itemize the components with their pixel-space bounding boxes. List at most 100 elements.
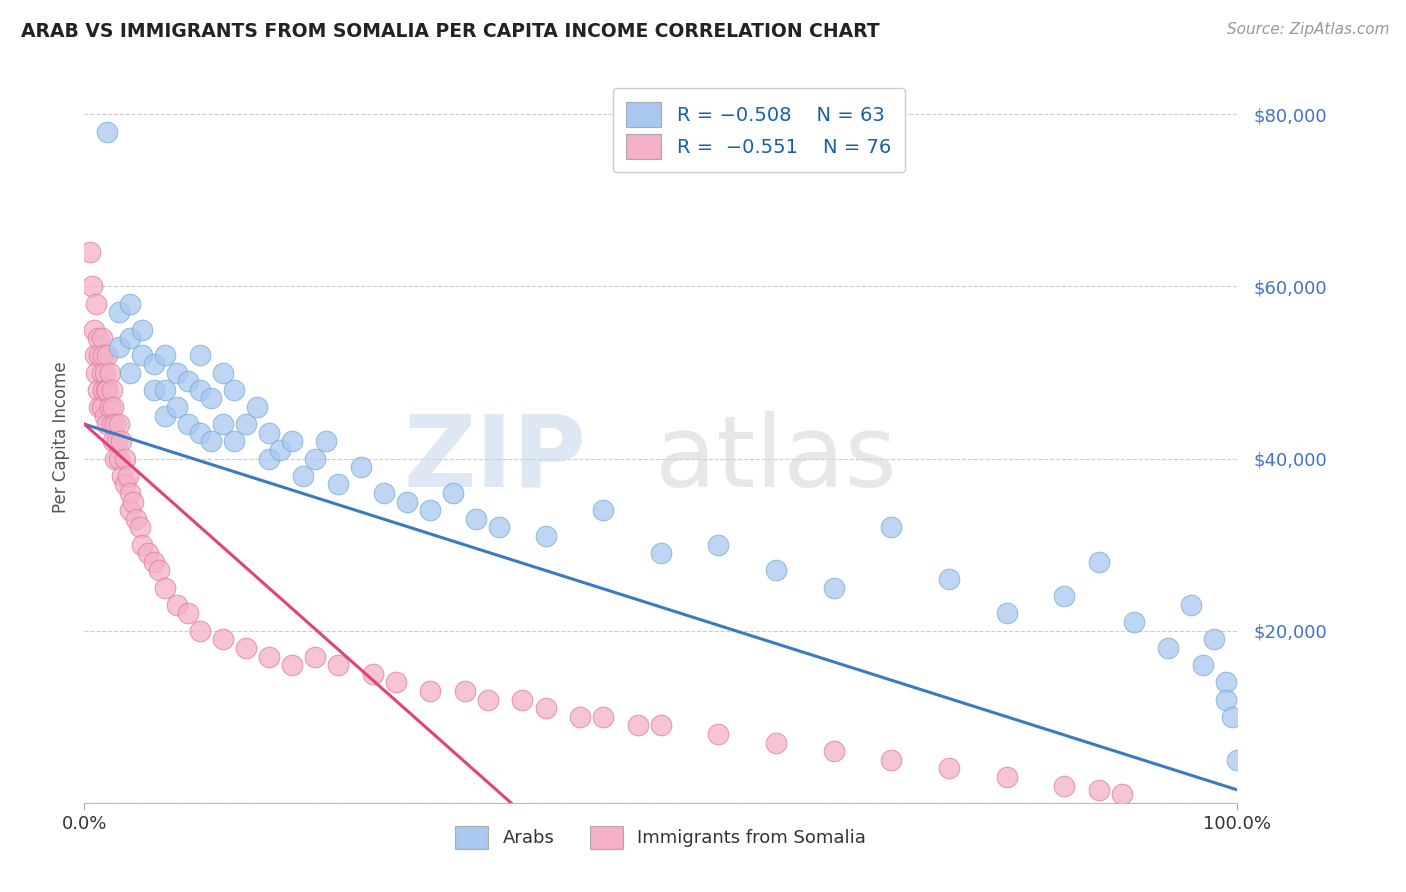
Point bbox=[142, 383, 165, 397]
Point bbox=[823, 744, 845, 758]
Point bbox=[91, 383, 114, 397]
Point bbox=[569, 710, 592, 724]
Point bbox=[304, 649, 326, 664]
Point bbox=[120, 366, 142, 380]
Point bbox=[281, 658, 304, 673]
Point bbox=[938, 761, 960, 775]
Point bbox=[1226, 753, 1249, 767]
Point bbox=[111, 468, 134, 483]
Point bbox=[166, 366, 188, 380]
Point bbox=[108, 340, 131, 354]
Text: Source: ZipAtlas.com: Source: ZipAtlas.com bbox=[1226, 22, 1389, 37]
Point bbox=[224, 434, 246, 449]
Point bbox=[108, 305, 131, 319]
Point bbox=[117, 468, 139, 483]
Point bbox=[477, 692, 499, 706]
Point bbox=[96, 348, 118, 362]
Point bbox=[1215, 692, 1237, 706]
Point bbox=[235, 640, 257, 655]
Point bbox=[128, 520, 150, 534]
Point bbox=[98, 366, 121, 380]
Point bbox=[166, 598, 188, 612]
Text: ARAB VS IMMIGRANTS FROM SOMALIA PER CAPITA INCOME CORRELATION CHART: ARAB VS IMMIGRANTS FROM SOMALIA PER CAPI… bbox=[21, 22, 880, 41]
Point bbox=[148, 564, 170, 578]
Point bbox=[96, 383, 118, 397]
Point bbox=[79, 245, 101, 260]
Y-axis label: Per Capita Income: Per Capita Income bbox=[52, 361, 70, 513]
Point bbox=[103, 434, 124, 449]
Point bbox=[104, 451, 127, 466]
Point bbox=[454, 684, 477, 698]
Point bbox=[246, 400, 269, 414]
Point bbox=[304, 451, 326, 466]
Point bbox=[269, 442, 291, 457]
Point bbox=[90, 400, 112, 414]
Point bbox=[1111, 787, 1133, 801]
Point bbox=[488, 520, 510, 534]
Point bbox=[1180, 598, 1202, 612]
Point bbox=[1204, 632, 1226, 647]
Point bbox=[108, 417, 131, 432]
Point bbox=[211, 366, 233, 380]
Point bbox=[315, 434, 337, 449]
Point bbox=[94, 366, 117, 380]
Point bbox=[104, 417, 127, 432]
Point bbox=[235, 417, 257, 432]
Point bbox=[120, 296, 142, 310]
Point bbox=[396, 494, 419, 508]
Point bbox=[108, 451, 131, 466]
Point bbox=[465, 512, 488, 526]
Point bbox=[350, 460, 373, 475]
Point bbox=[1053, 779, 1076, 793]
Point bbox=[90, 366, 112, 380]
Point bbox=[188, 624, 211, 638]
Point bbox=[419, 503, 441, 517]
Point bbox=[257, 649, 280, 664]
Point bbox=[83, 322, 105, 336]
Point bbox=[224, 383, 246, 397]
Point bbox=[1088, 783, 1111, 797]
Point bbox=[131, 348, 153, 362]
Point bbox=[292, 468, 315, 483]
Point bbox=[765, 735, 787, 749]
Point bbox=[257, 425, 280, 440]
Point bbox=[1191, 658, 1213, 673]
Point bbox=[89, 348, 111, 362]
Point bbox=[114, 477, 136, 491]
Point bbox=[326, 477, 349, 491]
Point bbox=[177, 607, 200, 621]
Point bbox=[441, 486, 464, 500]
Point bbox=[96, 125, 118, 139]
Point bbox=[373, 486, 395, 500]
Point bbox=[211, 417, 233, 432]
Legend: Arabs, Immigrants from Somalia: Arabs, Immigrants from Somalia bbox=[449, 818, 873, 856]
Text: ZIP: ZIP bbox=[404, 410, 586, 508]
Point bbox=[188, 383, 211, 397]
Point bbox=[326, 658, 349, 673]
Point bbox=[131, 538, 153, 552]
Point bbox=[166, 400, 188, 414]
Point bbox=[177, 417, 200, 432]
Point bbox=[101, 383, 124, 397]
Point bbox=[650, 546, 672, 560]
Point bbox=[90, 331, 112, 345]
Point bbox=[1122, 615, 1144, 629]
Point bbox=[142, 555, 165, 569]
Point bbox=[121, 494, 143, 508]
Point bbox=[361, 666, 384, 681]
Point bbox=[384, 675, 406, 690]
Point bbox=[1157, 640, 1180, 655]
Point bbox=[1088, 555, 1111, 569]
Point bbox=[1215, 675, 1237, 690]
Point bbox=[131, 322, 153, 336]
Point bbox=[120, 486, 142, 500]
Point bbox=[153, 409, 176, 423]
Point bbox=[419, 684, 441, 698]
Point bbox=[120, 503, 142, 517]
Point bbox=[142, 357, 165, 371]
Point bbox=[534, 529, 557, 543]
Point bbox=[101, 417, 124, 432]
Point bbox=[592, 710, 614, 724]
Point bbox=[257, 451, 280, 466]
Point bbox=[98, 400, 121, 414]
